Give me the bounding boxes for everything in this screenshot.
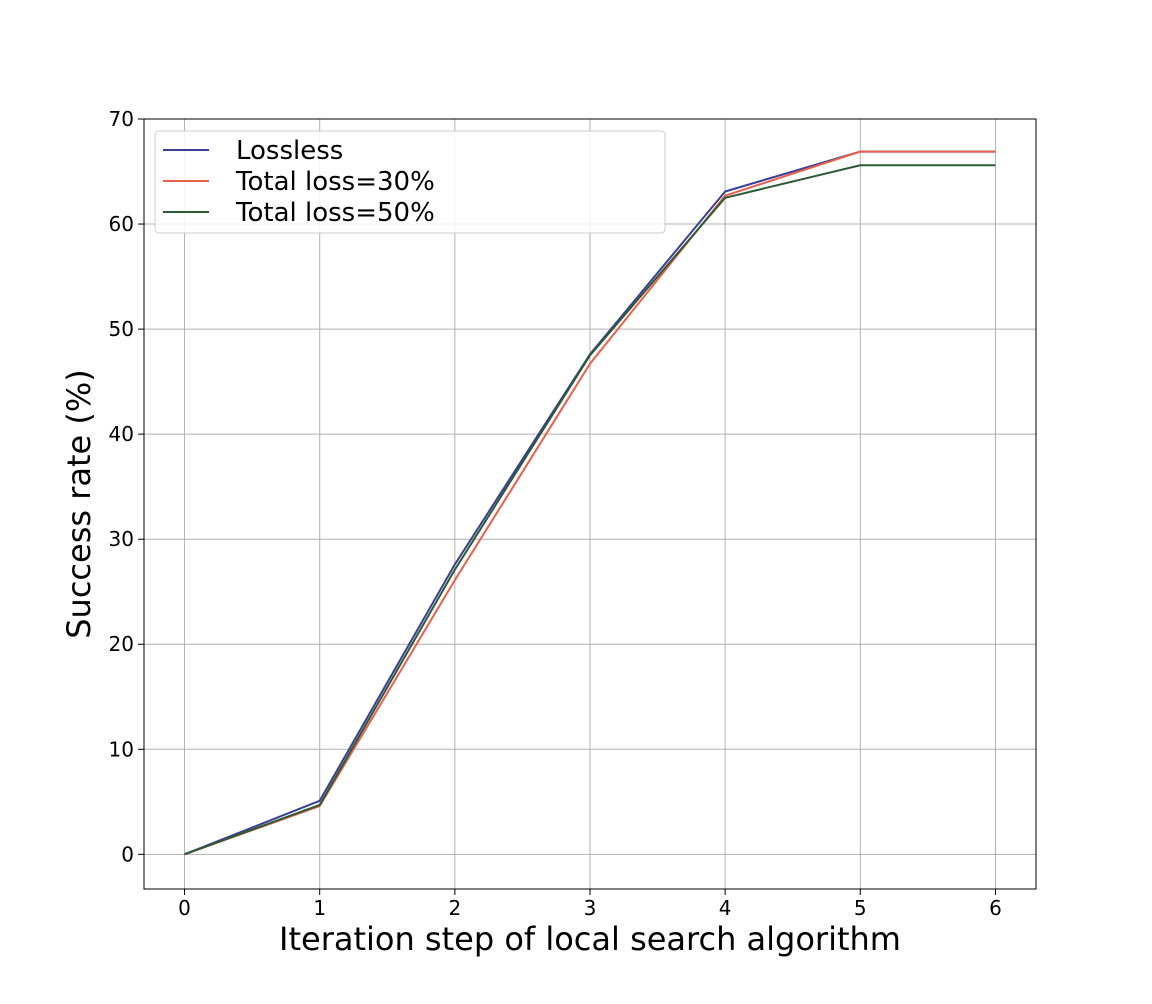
x-tick-label: 2: [448, 896, 461, 920]
y-tick-label: 10: [109, 737, 134, 761]
legend-label: Total loss=30%: [235, 167, 435, 197]
y-tick-label: 30: [109, 527, 134, 551]
x-axis-title: Iteration step of local search algorithm: [279, 920, 901, 958]
legend-label: Lossless: [236, 136, 343, 166]
y-tick-label: 20: [109, 632, 134, 656]
x-tick-label: 5: [854, 896, 867, 920]
x-tick-label: 0: [178, 896, 191, 920]
x-tick-label: 3: [584, 896, 597, 920]
x-tick-label: 1: [313, 896, 326, 920]
y-tick-label: 60: [109, 212, 134, 236]
y-tick-label: 70: [109, 107, 134, 131]
y-tick-label: 0: [121, 842, 134, 866]
legend-label: Total loss=50%: [235, 198, 435, 228]
y-tick-label: 50: [109, 317, 134, 341]
legend-box: [154, 130, 666, 234]
x-tick-label: 6: [989, 896, 1002, 920]
x-tick-label: 4: [719, 896, 732, 920]
y-axis-title: Success rate (%): [60, 369, 98, 639]
y-tick-label: 40: [109, 422, 134, 446]
series-lines: [184, 150, 996, 856]
series-line-3: [184, 164, 996, 856]
